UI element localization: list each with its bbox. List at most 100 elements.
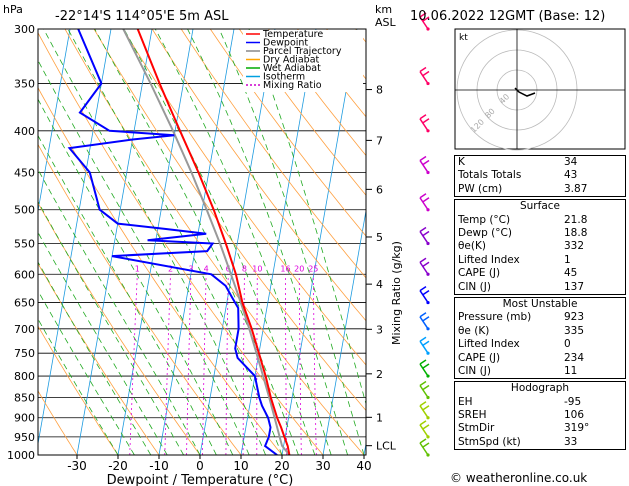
wind-barb-flag <box>419 438 427 444</box>
wind-barb-dot <box>426 453 430 457</box>
wind-barb <box>419 118 429 132</box>
index-label: PW (cm) <box>458 182 503 195</box>
wet-adiabat <box>38 59 250 455</box>
pressure-tick-label: 600 <box>14 268 35 281</box>
background-lines: 1 2 3 4 6 8 10 16 20 25 <box>38 29 366 455</box>
legend-label: Isotherm <box>263 72 305 83</box>
wind-barb-flag <box>422 363 430 369</box>
axes: 3003504004505005506006507007508008509009… <box>7 23 397 473</box>
hodograph-stat-row: StmSpd (kt) 33 <box>458 436 622 449</box>
surface-value: 332 <box>564 240 585 253</box>
index-row: PW (cm) 3.87 <box>458 183 622 196</box>
dry-adiabat <box>93 29 366 412</box>
most-unstable-value: 0 <box>564 338 571 351</box>
surface-value: 137 <box>564 280 585 293</box>
dewpoint-line <box>67 29 278 455</box>
dry-adiabat <box>38 202 201 455</box>
index-value: 43 <box>564 169 578 182</box>
dry-adiabat <box>180 29 366 279</box>
wind-barb-flag <box>422 424 430 430</box>
wind-barb-flag <box>419 114 427 120</box>
index-value: 34 <box>564 156 578 168</box>
legend-label: Mixing Ratio <box>263 80 322 91</box>
location-title: -22°14'S 114°05'E 5m ASL <box>55 9 229 24</box>
wet-adiabat <box>154 29 332 455</box>
wet-adiabat <box>67 29 283 455</box>
wind-barb-dot <box>426 327 430 331</box>
pressure-tick-label: 650 <box>14 297 35 310</box>
dry-adiabat <box>38 32 324 455</box>
wind-barb-flag <box>422 340 430 346</box>
pressure-unit-label: hPa <box>3 3 23 16</box>
wind-barb-flag <box>422 197 430 203</box>
pressure-tick-label: 900 <box>14 412 35 425</box>
wind-barb-flag <box>419 226 427 233</box>
pressure-tick-label: 450 <box>14 166 35 179</box>
isotherm-line <box>38 29 112 446</box>
index-label: K <box>458 156 465 168</box>
surface-label: CIN (J) <box>458 280 491 293</box>
wind-barb-dot <box>426 81 430 86</box>
wind-barb <box>419 424 429 438</box>
surface-row: Temp (°C) 21.8 <box>458 214 622 227</box>
surface-label: θe(K) <box>458 240 486 253</box>
wind-barb-flag <box>422 16 430 22</box>
indices-panel: K 34 Totals Totals 43 PW (cm) 3.87 Surface Te… <box>454 155 626 452</box>
wind-barb-dot <box>426 208 430 212</box>
index-row: K 34 <box>458 156 622 169</box>
dry-adiabat <box>38 262 160 455</box>
isotherm-line <box>199 29 276 455</box>
isotherm-line <box>38 29 71 214</box>
pressure-tick-label: 700 <box>14 323 35 336</box>
wet-adiabat <box>38 134 217 455</box>
x-tick-label: 0 <box>196 459 204 473</box>
hodograph-stat-value: 319° <box>564 422 590 435</box>
surface-row: CAPE (J) 45 <box>458 267 622 280</box>
hodograph-stat-label: SREH <box>458 409 487 422</box>
isotherm-line <box>117 29 194 455</box>
wind-barb-dot <box>426 170 430 175</box>
surface-row: θe(K) 332 <box>458 240 622 253</box>
temperature-line <box>136 29 291 455</box>
mixing-ratio-label: 25 <box>308 264 318 273</box>
wind-barb <box>419 290 429 303</box>
datetime-title: 10.06.2022 12GMT (Base: 12) <box>410 9 605 24</box>
isotherm-line <box>76 29 153 455</box>
hodograph-trace <box>514 87 536 97</box>
wind-barb-flag <box>419 193 427 199</box>
wind-barb-flag <box>422 316 430 322</box>
most-unstable-row: Lifted Index 0 <box>458 338 622 351</box>
wind-barb-flag <box>419 155 427 162</box>
mixing-ratio-label: 2 <box>168 264 173 273</box>
isotherm-line <box>322 208 366 455</box>
dry-adiabat <box>122 29 366 366</box>
pressure-tick-label: 500 <box>14 204 35 217</box>
wet-adiabat <box>38 168 201 455</box>
dry-adiabat <box>209 29 366 237</box>
pressure-tick-label: 750 <box>14 347 35 360</box>
wet-adiabat <box>218 29 365 455</box>
wind-barb-dot <box>426 27 430 31</box>
plot-frame <box>37 28 367 456</box>
hodograph-stat-label: StmSpd (kt) <box>458 435 521 448</box>
wind-barb <box>419 316 429 330</box>
legend-background <box>243 30 363 92</box>
hodograph-stat-value: 106 <box>564 409 585 422</box>
height-tick-label: 6 <box>376 183 383 196</box>
wet-adiabat <box>38 261 152 455</box>
mixing-ratio-label: 3 <box>188 264 193 273</box>
wind-barb <box>419 340 429 354</box>
hodograph-box: Hodograph EH -95 SREH 106 StmDir 319° StmSpd (… <box>454 381 626 451</box>
wind-barb-flag <box>419 257 427 263</box>
wind-barb-dot <box>426 416 430 420</box>
most-unstable-label: θe (K) <box>458 324 490 337</box>
wet-adiabat <box>94 29 299 455</box>
dry-adiabat <box>38 143 242 455</box>
wind-barb-flag <box>419 420 427 426</box>
parcel-trajectory-line <box>122 29 291 455</box>
wind-barb-flag <box>419 359 427 365</box>
pressure-tick-label: 300 <box>14 23 35 36</box>
hodograph-unit: kt <box>459 33 468 43</box>
